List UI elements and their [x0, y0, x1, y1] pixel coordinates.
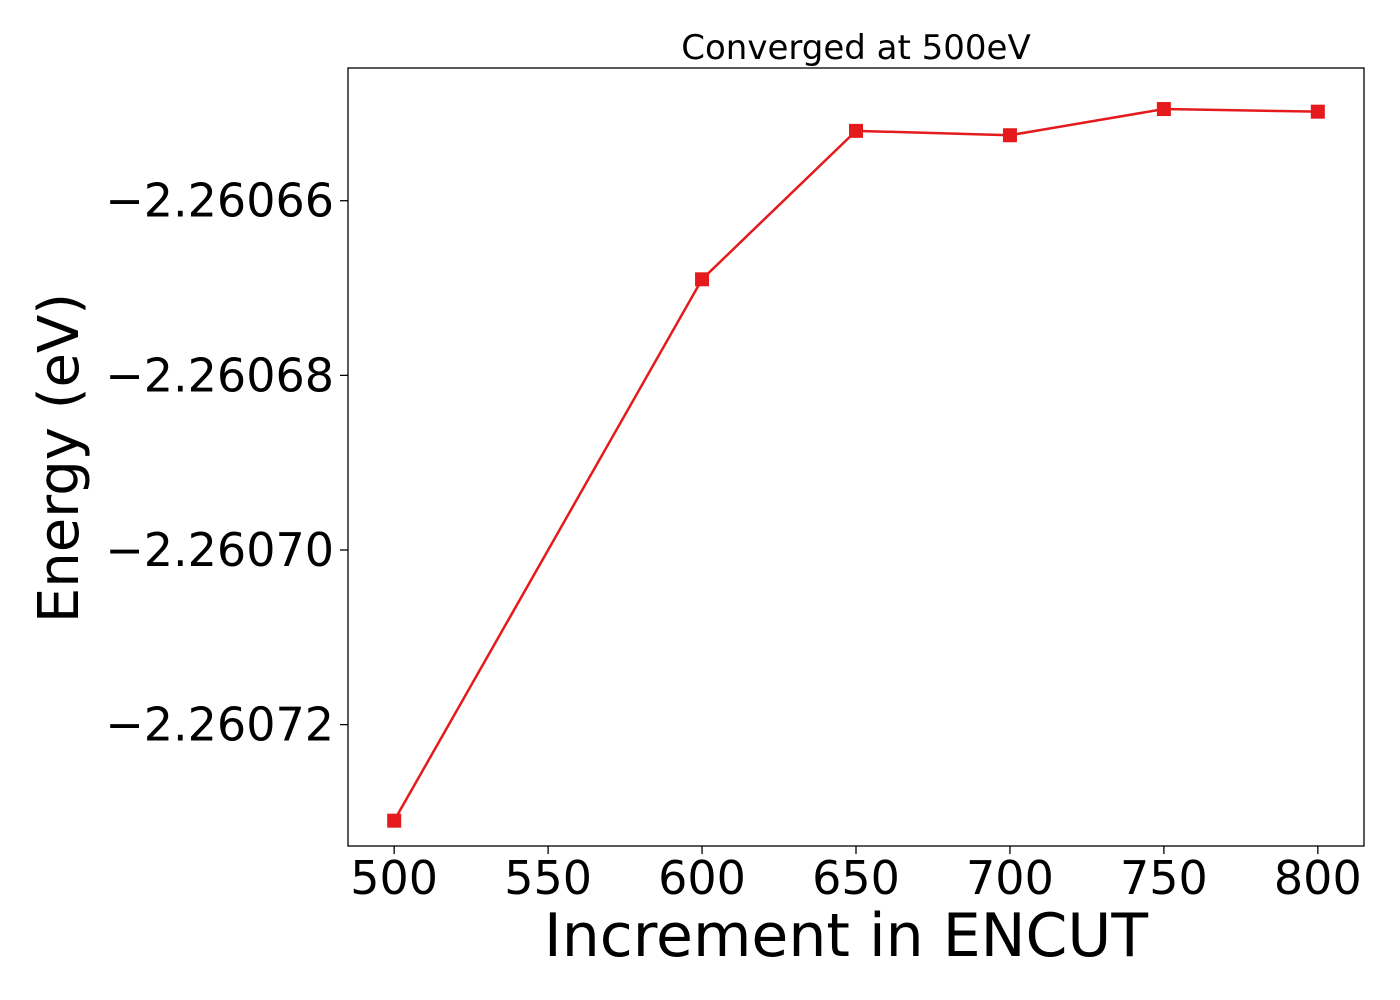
y-tick-label: −2.26070	[105, 523, 334, 577]
data-point-marker	[1002, 128, 1017, 143]
x-tick-label: 750	[1120, 851, 1208, 905]
x-tick-label: 700	[966, 851, 1054, 905]
x-tick-label: 800	[1274, 851, 1362, 905]
plot-area: 500 550 600 650 700 750 800 −2.26066 −2.26068 −2.…	[105, 67, 1365, 905]
y-tick-label: −2.26068	[105, 348, 334, 402]
x-axis-label: Increment in ENCUT	[544, 901, 1148, 971]
data-point-marker	[1310, 104, 1325, 119]
data-point-marker	[849, 123, 863, 138]
x-tick-label: 500	[350, 851, 438, 905]
data-point-marker	[1156, 102, 1171, 117]
x-tick-label: 550	[504, 851, 592, 905]
x-tick-label: 600	[658, 851, 746, 905]
data-point-marker	[387, 813, 402, 828]
series-line	[393, 107, 1318, 822]
y-axis-label: Energy (eV)	[27, 293, 92, 623]
data-point-marker	[695, 272, 710, 287]
x-tick-label: 650	[812, 851, 900, 905]
y-tick-label: −2.26066	[105, 174, 334, 228]
chart-title: Converged at 500eV	[681, 28, 1030, 68]
y-tick-label: −2.26072	[105, 698, 334, 752]
